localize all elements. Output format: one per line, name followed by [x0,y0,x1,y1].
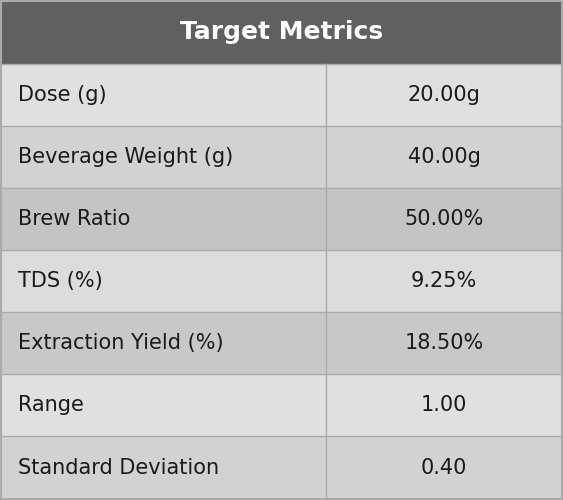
Text: Brew Ratio: Brew Ratio [18,209,131,229]
Text: Extraction Yield (%): Extraction Yield (%) [18,333,224,353]
FancyBboxPatch shape [1,188,327,250]
Text: TDS (%): TDS (%) [18,271,103,291]
Text: Standard Deviation: Standard Deviation [18,458,220,477]
Text: 9.25%: 9.25% [411,271,477,291]
FancyBboxPatch shape [327,250,562,312]
Text: Range: Range [18,396,84,415]
FancyBboxPatch shape [1,250,327,312]
FancyBboxPatch shape [327,436,562,498]
FancyBboxPatch shape [327,188,562,250]
Text: 50.00%: 50.00% [404,209,484,229]
FancyBboxPatch shape [1,436,327,498]
FancyBboxPatch shape [327,126,562,188]
FancyBboxPatch shape [327,312,562,374]
Text: Beverage Weight (g): Beverage Weight (g) [18,147,234,167]
Text: 18.50%: 18.50% [404,333,484,353]
Text: Dose (g): Dose (g) [18,84,107,104]
FancyBboxPatch shape [1,312,327,374]
FancyBboxPatch shape [1,2,562,64]
FancyBboxPatch shape [1,126,327,188]
Text: Target Metrics: Target Metrics [180,20,383,44]
FancyBboxPatch shape [327,64,562,126]
FancyBboxPatch shape [327,374,562,436]
Text: 0.40: 0.40 [421,458,467,477]
Text: 1.00: 1.00 [421,396,467,415]
FancyBboxPatch shape [1,64,327,126]
FancyBboxPatch shape [1,374,327,436]
Text: 40.00g: 40.00g [408,147,480,167]
Text: 20.00g: 20.00g [408,84,480,104]
